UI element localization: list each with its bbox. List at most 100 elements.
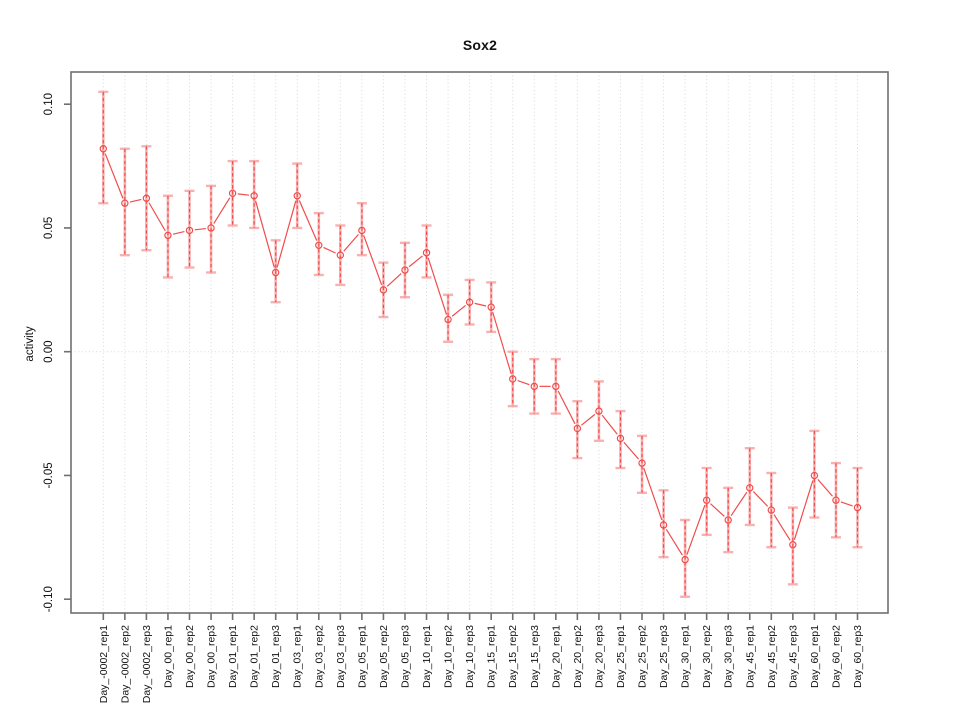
- series-line-segment: [323, 246, 336, 254]
- x-tick-label: Day_-0002_rep2: [119, 625, 131, 703]
- x-tick-label: Day_-0002_rep3: [141, 625, 153, 703]
- x-tick-label: Day_10_rep2: [443, 625, 455, 688]
- series-line-segment: [773, 514, 791, 541]
- series-line-segment: [665, 529, 683, 556]
- x-tick-label: Day_60_rep1: [809, 625, 821, 688]
- x-tick-label: Day_03_rep1: [292, 625, 304, 688]
- x-tick-label: Day_01_rep2: [249, 625, 261, 688]
- series-line-segment: [298, 200, 318, 241]
- data-point: [444, 315, 452, 324]
- data-point: [638, 459, 646, 467]
- data-point: [487, 303, 495, 311]
- series-line-segment: [172, 231, 185, 235]
- x-tick-label: Day_25_rep1: [615, 625, 627, 688]
- data-point: [121, 199, 129, 207]
- series-line-segment: [427, 257, 448, 315]
- series-line-segment: [601, 414, 618, 435]
- data-point: [99, 145, 108, 153]
- x-tick-label: Day_15_rep3: [529, 625, 541, 688]
- series-line-segment: [213, 197, 231, 224]
- series-line-segment: [623, 441, 640, 460]
- series-line-segment: [710, 503, 725, 517]
- data-point: [595, 407, 603, 415]
- series-line-segment: [148, 202, 166, 232]
- x-tick-label: Day_15_rep1: [486, 625, 498, 688]
- series-line-segment: [581, 413, 596, 426]
- series-line-segment: [686, 504, 706, 555]
- series-line-segment: [343, 233, 359, 252]
- series-line-segment: [276, 200, 297, 268]
- x-tick-label: Day_01_rep3: [270, 625, 282, 688]
- data-point: [832, 496, 840, 504]
- series-line-segment: [408, 255, 423, 268]
- x-tick-label: Day_03_rep2: [313, 625, 325, 688]
- x-tick-label: Day_05_rep2: [378, 625, 390, 688]
- x-tick-label: Day_60_rep2: [830, 625, 842, 688]
- x-tick-label: Day_30_rep3: [723, 625, 735, 688]
- data-point: [702, 496, 711, 504]
- series-line-segment: [451, 304, 466, 317]
- data-point: [724, 516, 732, 524]
- x-tick-label: Day_15_rep2: [507, 625, 519, 688]
- data-point: [659, 521, 668, 529]
- data-point: [530, 382, 538, 391]
- series-line-segment: [237, 193, 250, 196]
- x-tick-label: Day_20_rep1: [550, 625, 562, 688]
- series-line-segment: [104, 153, 124, 199]
- x-tick-label: Day_10_rep1: [421, 625, 433, 688]
- y-tick-label: -0.05: [43, 462, 55, 488]
- x-tick-label: Day_45_rep1: [744, 625, 756, 688]
- series-line-segment: [474, 302, 487, 307]
- x-tick-label: Day_20_rep2: [572, 625, 584, 688]
- x-tick-label: Day_25_rep3: [658, 625, 670, 688]
- data-point: [767, 506, 776, 514]
- series-line-segment: [129, 198, 142, 203]
- series-line-segment: [517, 380, 530, 386]
- y-tick-label: 0.10: [43, 93, 55, 115]
- series-line-segment: [492, 311, 512, 375]
- series-line-segment: [643, 467, 663, 521]
- x-tick-label: Day_05_rep1: [356, 625, 368, 688]
- series-line-segment: [194, 227, 206, 231]
- data-point: [164, 231, 172, 240]
- x-tick-label: Day_00_rep2: [184, 625, 196, 688]
- x-tick-label: Day_03_rep3: [335, 625, 347, 688]
- x-tick-label: Day_05_rep3: [399, 625, 411, 688]
- plot-box: [70, 71, 889, 614]
- x-tick-label: Day_00_rep1: [162, 625, 174, 688]
- x-tick-label: Day_30_rep1: [680, 625, 692, 688]
- data-point: [509, 375, 517, 383]
- series-line-segment: [840, 501, 853, 507]
- data-point: [207, 224, 215, 232]
- x-tick-label: Day_45_rep3: [787, 625, 799, 688]
- series-line-segment: [817, 478, 833, 497]
- data-point: [185, 226, 194, 235]
- data-point: [379, 286, 388, 294]
- data-point: [552, 382, 560, 391]
- x-tick-label: Day_25_rep2: [637, 625, 649, 688]
- series-line-segment: [730, 491, 748, 517]
- data-point: [250, 192, 258, 200]
- data-point: [358, 226, 366, 235]
- data-point: [315, 241, 323, 249]
- series-line-segment: [752, 491, 769, 507]
- data-point: [573, 424, 582, 433]
- data-point: [271, 268, 280, 277]
- series-line-segment: [793, 480, 814, 540]
- x-tick-label: Day_30_rep2: [701, 625, 713, 688]
- series-line-segment: [557, 390, 576, 425]
- data-point: [853, 503, 862, 512]
- x-tick-label: Day_20_rep3: [593, 625, 605, 688]
- x-tick-label: Day_10_rep3: [464, 625, 476, 688]
- data-point: [228, 189, 237, 197]
- x-tick-label: Day_60_rep3: [852, 625, 864, 688]
- x-tick-label: Day_00_rep3: [206, 625, 218, 688]
- chart-title: Sox2: [462, 37, 498, 53]
- series-line-segment: [386, 273, 402, 287]
- y-tick-label: 0.00: [43, 341, 55, 363]
- series-line-segment: [254, 200, 275, 268]
- series-line-segment: [363, 235, 383, 286]
- data-point: [422, 248, 431, 257]
- data-point: [401, 266, 409, 274]
